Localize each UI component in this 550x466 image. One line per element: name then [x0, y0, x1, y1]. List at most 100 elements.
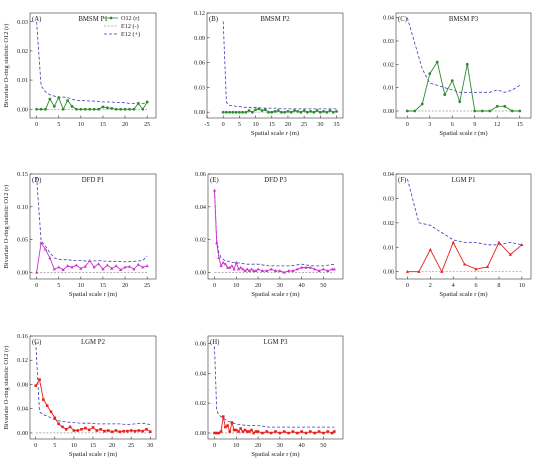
data-point — [273, 269, 278, 272]
data-point — [48, 97, 52, 101]
data-point — [43, 247, 48, 251]
data-point — [257, 107, 261, 111]
data-point — [428, 72, 432, 76]
data-point — [508, 252, 513, 256]
data-point — [232, 267, 236, 271]
data-point — [213, 431, 216, 435]
data-point — [145, 428, 148, 431]
data-point — [136, 262, 140, 266]
data-point — [313, 431, 316, 435]
data-point — [96, 262, 101, 266]
data-point — [119, 107, 123, 111]
y-tick-label: 0.00 — [194, 109, 205, 116]
data-point — [440, 269, 444, 273]
x-tick-label: 35 — [333, 121, 339, 128]
x-tick-label: 5 — [53, 442, 56, 449]
x-tick-label: 10 — [233, 282, 239, 289]
upper-envelope-line — [222, 21, 337, 110]
y-tick-label: 0.05 — [17, 237, 28, 244]
x-tick-label: 20 — [122, 282, 128, 289]
data-point — [114, 429, 118, 432]
x-axis-label: Spatial scale r (m) — [251, 130, 299, 137]
data-point — [215, 431, 219, 435]
data-point — [225, 110, 228, 114]
data-point — [458, 100, 462, 104]
data-point — [300, 265, 304, 269]
panel-letter: (H) — [210, 339, 219, 346]
data-point — [57, 96, 61, 99]
data-point — [463, 262, 467, 266]
x-tick-label: 10 — [252, 121, 258, 128]
data-point — [282, 430, 286, 433]
data-point — [247, 109, 251, 112]
data-point — [243, 428, 247, 432]
data-point — [241, 110, 245, 114]
y-tick-label: 0.10 — [17, 204, 28, 211]
x-tick-label: 6 — [451, 121, 454, 128]
data-point — [57, 265, 61, 269]
data-point — [239, 265, 243, 269]
panel-letter: (A) — [32, 16, 41, 23]
observed-line — [407, 60, 520, 112]
data-point — [252, 269, 256, 272]
data-point — [57, 422, 60, 426]
data-point — [110, 430, 114, 434]
data-point — [328, 109, 332, 112]
x-tick-label: 10 — [519, 282, 525, 289]
data-point — [123, 265, 127, 269]
upper-envelope-line — [214, 190, 335, 267]
data-point — [250, 428, 253, 432]
y-tick-label: 0.16 — [17, 333, 28, 340]
data-point — [286, 269, 291, 272]
data-point — [136, 102, 140, 105]
data-point — [231, 110, 235, 114]
data-point — [518, 109, 522, 113]
data-point — [495, 104, 499, 108]
data-point — [274, 430, 277, 433]
data-point — [289, 110, 293, 114]
data-point — [305, 110, 309, 114]
data-point — [87, 428, 91, 432]
data-point — [42, 398, 45, 401]
data-point — [252, 431, 256, 435]
data-point — [114, 264, 118, 268]
data-point — [313, 267, 317, 271]
data-point — [114, 107, 118, 111]
data-point — [44, 107, 47, 111]
data-point — [53, 416, 57, 420]
panel-letter: (G) — [32, 339, 41, 346]
data-point — [249, 267, 254, 271]
y-tick-label: 0.12 — [194, 10, 205, 17]
data-point — [126, 429, 129, 433]
data-point — [128, 107, 131, 111]
data-point — [450, 79, 454, 83]
data-point — [254, 269, 258, 272]
data-point — [122, 429, 125, 433]
data-point — [95, 429, 99, 432]
upper-envelope-line — [36, 177, 148, 263]
data-point — [332, 430, 336, 433]
data-point — [75, 107, 78, 111]
x-tick-label: 5 — [238, 121, 241, 128]
y-tick-label: 0.04 — [383, 171, 394, 178]
data-point — [91, 426, 95, 429]
observed-line — [36, 96, 148, 111]
data-point — [39, 241, 43, 245]
data-point — [326, 430, 330, 433]
data-point — [219, 430, 223, 433]
data-point — [293, 109, 296, 112]
data-point — [34, 384, 38, 387]
data-point — [278, 431, 282, 435]
x-tick-label: -5 — [204, 121, 209, 128]
data-point — [103, 429, 106, 433]
data-point — [88, 258, 92, 262]
data-point — [61, 268, 65, 272]
data-point — [48, 256, 52, 260]
plot-frame — [29, 12, 157, 119]
data-point — [148, 430, 152, 434]
y-tick-label: 0.01 — [383, 244, 394, 251]
x-tick-label: 30 — [147, 442, 153, 449]
data-point — [66, 99, 69, 102]
y-tick-label: 0.09 — [194, 35, 205, 42]
